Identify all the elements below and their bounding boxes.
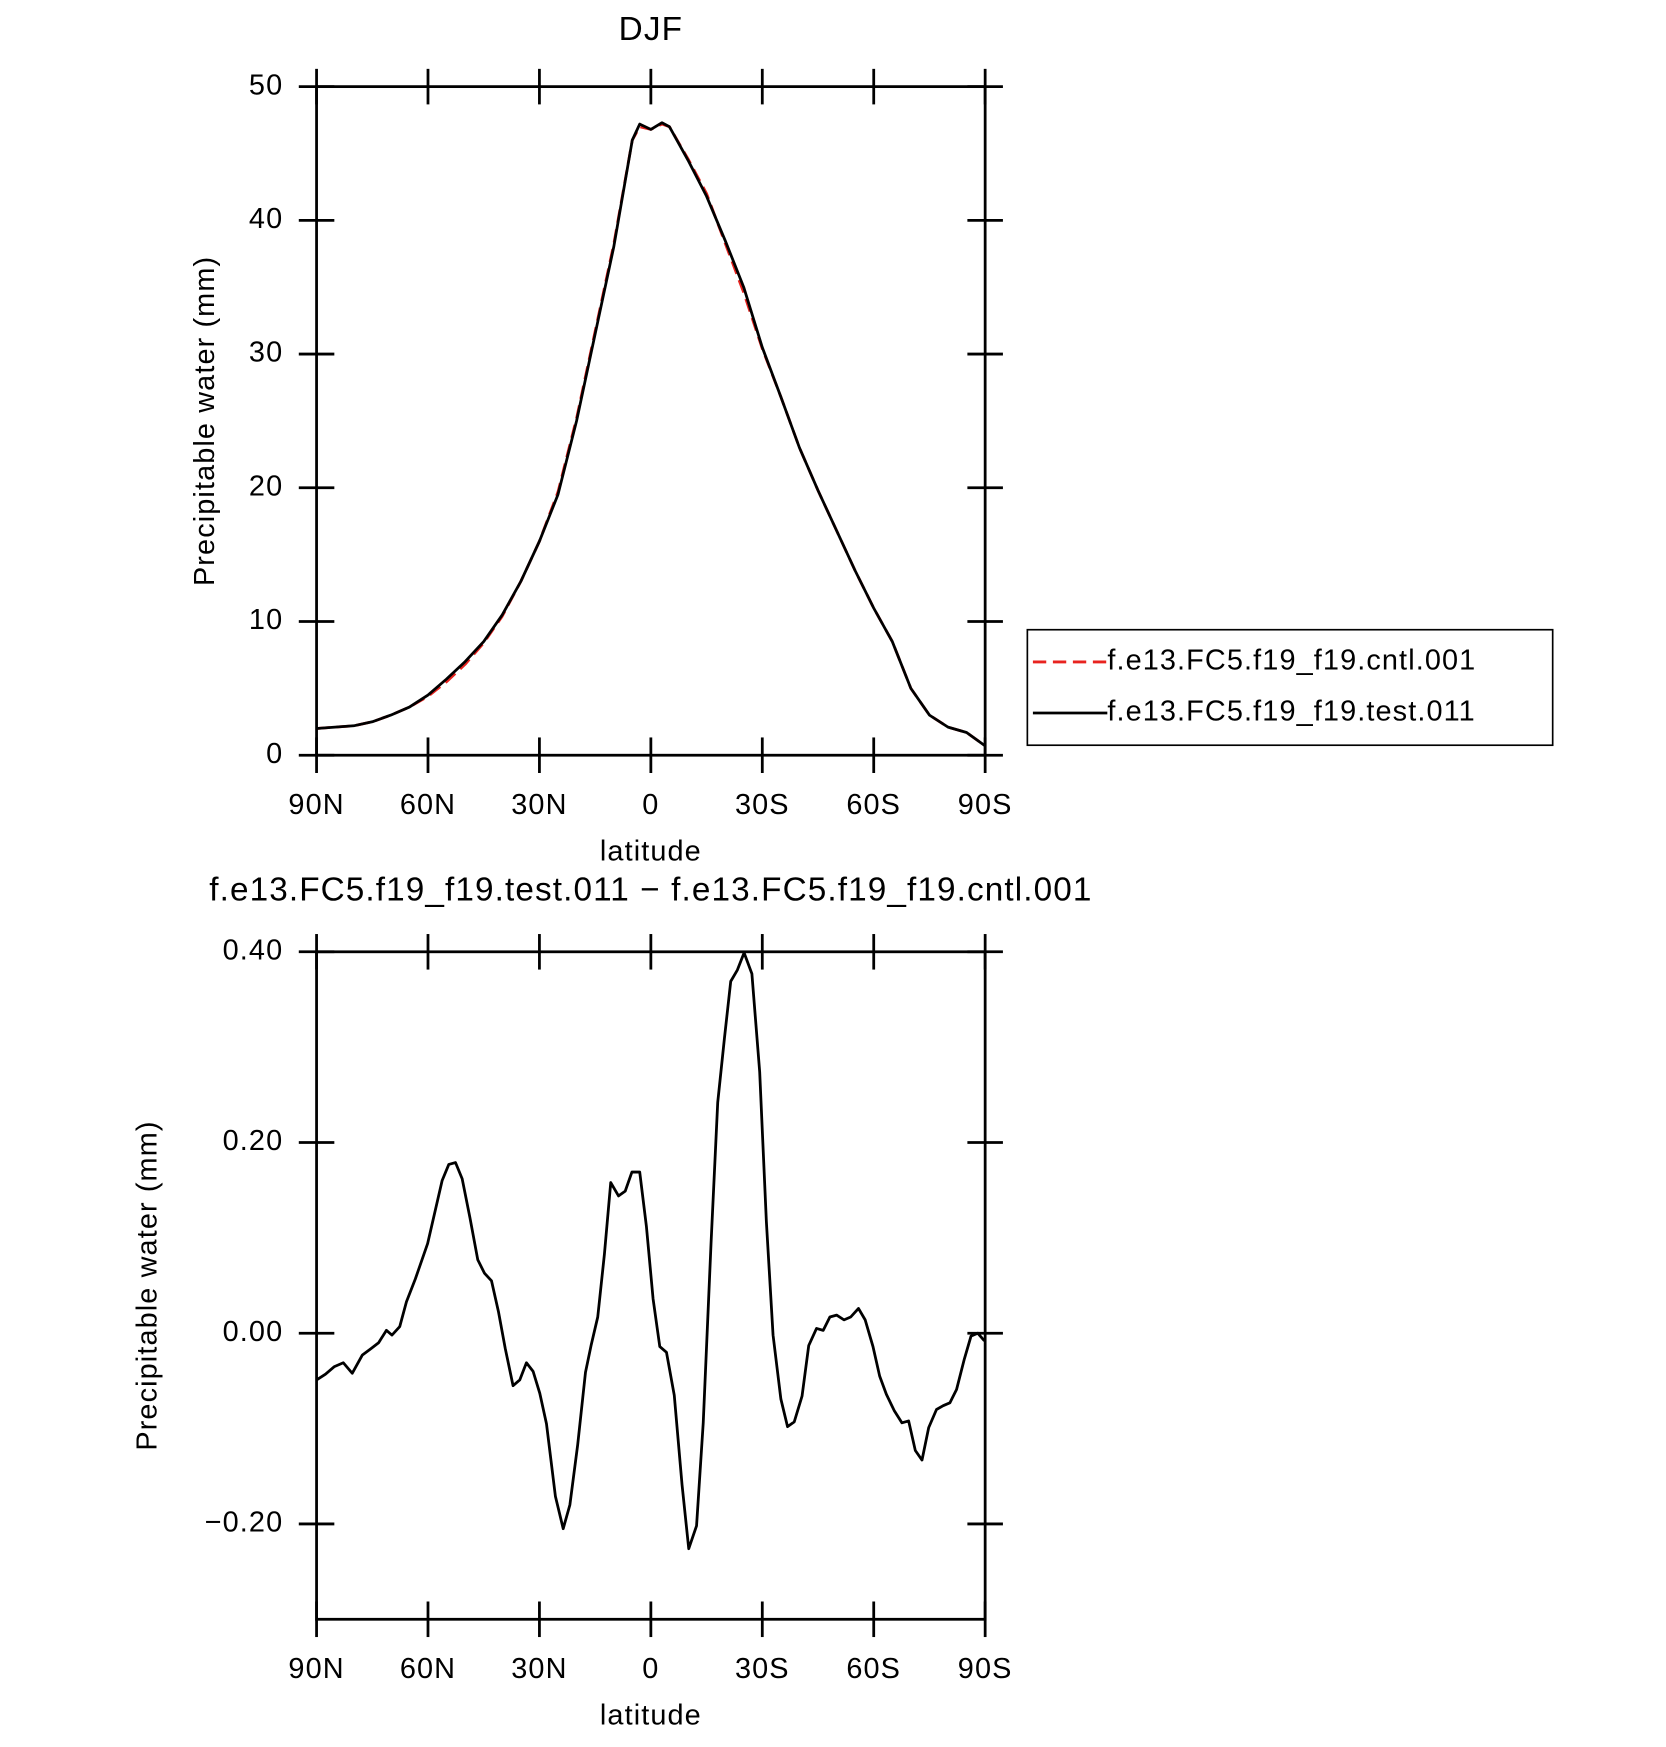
x-axis-label: latitude [600, 1700, 702, 1732]
y-tick-label: 10 [249, 604, 283, 636]
x-axis-label: latitude [600, 836, 702, 868]
x-tick-label: 30S [735, 789, 790, 821]
x-tick-label: 90N [288, 789, 344, 821]
x-tick-label: 90S [958, 1653, 1013, 1685]
y-tick-label: 0.00 [223, 1316, 284, 1348]
x-tick-label: 90S [958, 789, 1013, 821]
x-tick-label: 30N [511, 789, 567, 821]
y-axis-label: Precipitable water (mm) [189, 256, 221, 586]
legend-box [1026, 628, 1554, 747]
x-tick-label: 60N [400, 1653, 456, 1685]
plot-frame [315, 950, 987, 1621]
chart-title: DJF [619, 11, 683, 48]
x-tick-label: 0 [642, 789, 659, 821]
x-tick-label: 30N [511, 1653, 567, 1685]
x-tick-label: 0 [642, 1653, 659, 1685]
y-tick-label: 0.20 [223, 1125, 284, 1157]
x-tick-label: 60N [400, 789, 456, 821]
legend-label: f.e13.FC5.f19_f19.cntl.001 [1107, 645, 1476, 677]
data-line [316, 121, 986, 747]
y-tick-label: 20 [249, 470, 283, 502]
chart-title: f.e13.FC5.f19_f19.test.011 − f.e13.FC5.f… [209, 872, 1092, 909]
y-axis-label: Precipitable water (mm) [131, 1120, 163, 1450]
y-tick-label: 30 [249, 337, 283, 369]
y-tick-label: 0 [266, 738, 283, 770]
y-tick-label: 40 [249, 203, 283, 235]
y-tick-label: 50 [249, 69, 283, 101]
x-tick-label: 60S [846, 789, 901, 821]
plot-frame [315, 85, 987, 757]
x-tick-label: 90N [288, 1653, 344, 1685]
data-line [315, 951, 986, 1551]
y-tick-label: −0.20 [205, 1507, 284, 1539]
legend-label: f.e13.FC5.f19_f19.test.011 [1107, 696, 1475, 728]
x-tick-label: 30S [735, 1653, 790, 1685]
x-tick-label: 60S [846, 1653, 901, 1685]
y-tick-label: 0.40 [223, 934, 284, 966]
